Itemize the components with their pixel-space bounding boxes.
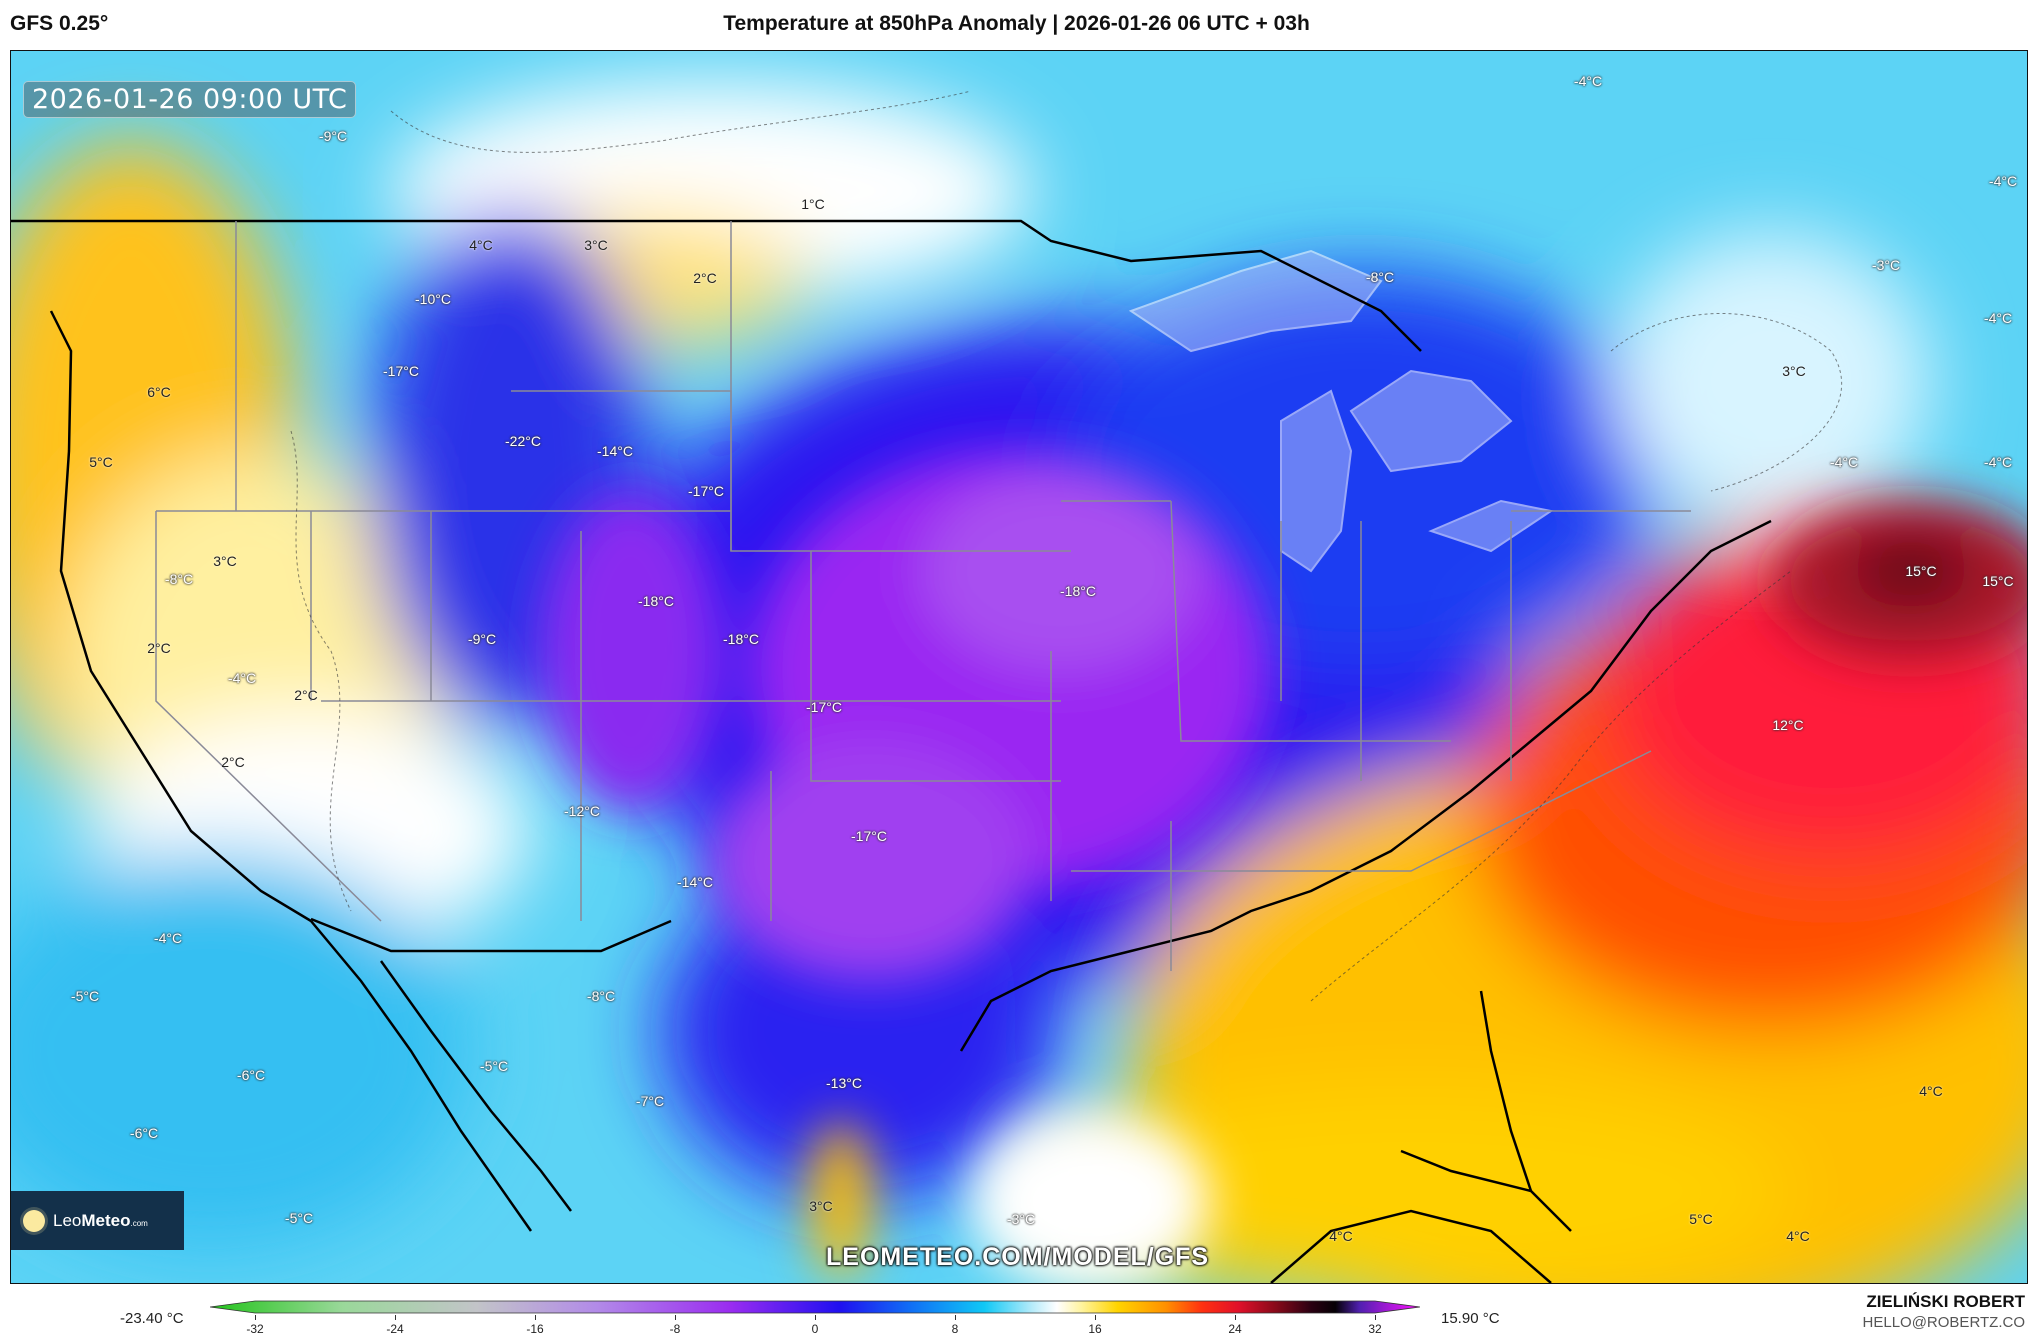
colorbar-max-label: 15.90 °C bbox=[1441, 1310, 1500, 1327]
temperature-label: -8°C bbox=[1365, 269, 1395, 285]
temperature-label: -4°C bbox=[1988, 173, 2018, 189]
temperature-label: -17°C bbox=[851, 828, 887, 844]
logo-text: LeoMeteo.com bbox=[53, 1210, 148, 1230]
temperature-label: -17°C bbox=[806, 699, 842, 715]
colorbar-tick bbox=[255, 1315, 256, 1320]
author-email[interactable]: HELLO@ROBERTZ.CO bbox=[1862, 1314, 2025, 1331]
temperature-label: 3°C bbox=[809, 1198, 833, 1214]
temperature-label: -8°C bbox=[164, 571, 194, 587]
temperature-label: 1°C bbox=[801, 196, 825, 212]
temperature-label: -9°C bbox=[318, 128, 348, 144]
temperature-label: -6°C bbox=[236, 1067, 266, 1083]
colorbar-tick bbox=[815, 1315, 816, 1320]
temperature-label: -18°C bbox=[723, 631, 759, 647]
weather-map[interactable]: 2026-01-26 09:00 UTC -9°C 1°C 4°C 3°C 2°C -10… bbox=[10, 50, 2028, 1284]
temperature-label: -4°C bbox=[153, 930, 183, 946]
author-credit: ZIELIŃSKI ROBERT HELLO@ROBERTZ.CO bbox=[1863, 1292, 2025, 1331]
temperature-field bbox=[11, 51, 2027, 1283]
colorbar-tick bbox=[395, 1315, 396, 1320]
temperature-label: -12°C bbox=[564, 803, 600, 819]
temperature-label: 2°C bbox=[147, 640, 171, 656]
colorbar-tick-label: -8 bbox=[669, 1322, 681, 1336]
source-watermark: LEOMETEO.COM/MODEL/GFS bbox=[826, 1243, 1210, 1271]
colorbar-tick-label: 0 bbox=[811, 1322, 819, 1336]
temperature-label: 3°C bbox=[1782, 363, 1806, 379]
colorbar-tick-label: -24 bbox=[386, 1322, 404, 1336]
sun-icon bbox=[23, 1209, 45, 1232]
temperature-label: 12°C bbox=[1772, 717, 1804, 733]
temperature-label: -14°C bbox=[677, 874, 713, 890]
colorbar-min-label: -23.40 °C bbox=[120, 1310, 184, 1327]
temperature-label: -22°C bbox=[505, 433, 541, 449]
temperature-label: -14°C bbox=[597, 443, 633, 459]
colorbar-tick-label: -16 bbox=[526, 1322, 544, 1336]
model-name: GFS 0.25° bbox=[10, 12, 109, 35]
temperature-label: 2°C bbox=[221, 754, 245, 770]
temperature-label: 2°C bbox=[294, 687, 318, 703]
temperature-label: -9°C bbox=[467, 631, 497, 647]
temperature-label: 4°C bbox=[1919, 1083, 1943, 1099]
temperature-label: 6°C bbox=[147, 384, 171, 400]
temperature-label: -8°C bbox=[586, 988, 616, 1004]
temperature-label: -4°C bbox=[1829, 454, 1859, 470]
temperature-label: -4°C bbox=[1573, 73, 1603, 89]
temperature-label: -3°C bbox=[1871, 257, 1901, 273]
temperature-label: -5°C bbox=[479, 1058, 509, 1074]
colorbar-tick bbox=[1375, 1315, 1376, 1320]
colorbar-tick bbox=[1095, 1315, 1096, 1320]
temperature-label: -10°C bbox=[415, 291, 451, 307]
colorbar-tick-label: -32 bbox=[246, 1322, 264, 1336]
temperature-label: -3°C bbox=[1006, 1211, 1036, 1227]
temperature-label: -6°C bbox=[129, 1125, 159, 1141]
colorbar-tick bbox=[1235, 1315, 1236, 1320]
colorbar-tick-label: 32 bbox=[1368, 1322, 1382, 1336]
temperature-label: -17°C bbox=[383, 363, 419, 379]
temperature-label: 15°C bbox=[1905, 563, 1937, 579]
colorbar-tick bbox=[535, 1315, 536, 1320]
temperature-label: -4°C bbox=[1983, 310, 2013, 326]
temperature-label: 5°C bbox=[89, 454, 113, 470]
temperature-label: -4°C bbox=[1983, 454, 2013, 470]
temperature-label: -7°C bbox=[635, 1093, 665, 1109]
temperature-label: 3°C bbox=[584, 237, 608, 253]
temperature-label: -4°C bbox=[227, 670, 257, 686]
temperature-label: 15°C bbox=[1982, 573, 2014, 589]
temperature-label: 3°C bbox=[213, 553, 237, 569]
colorbar-tick bbox=[955, 1315, 956, 1320]
colorbar-tick-label: 8 bbox=[951, 1322, 959, 1336]
temperature-label: 5°C bbox=[1689, 1211, 1713, 1227]
temperature-label: 4°C bbox=[1786, 1228, 1810, 1244]
author-name: ZIELIŃSKI ROBERT bbox=[1866, 1292, 2025, 1311]
temperature-label: -5°C bbox=[284, 1210, 314, 1226]
temperature-label: 4°C bbox=[469, 237, 493, 253]
temperature-label: 4°C bbox=[1329, 1228, 1353, 1244]
colorbar-tick bbox=[675, 1315, 676, 1320]
temperature-label: -18°C bbox=[638, 593, 674, 609]
colorbar-tick-label: 16 bbox=[1088, 1322, 1102, 1336]
temperature-label: -13°C bbox=[826, 1075, 862, 1091]
temperature-label: -17°C bbox=[688, 483, 724, 499]
temperature-label: 2°C bbox=[693, 270, 717, 286]
leometeo-logo[interactable]: LeoMeteo.com bbox=[11, 1191, 184, 1250]
chart-title: Temperature at 850hPa Anomaly | 2026-01-… bbox=[723, 12, 1310, 35]
valid-time-badge: 2026-01-26 09:00 UTC bbox=[23, 81, 357, 118]
colorbar bbox=[210, 1300, 1420, 1314]
colorbar-tick-label: 24 bbox=[1228, 1322, 1242, 1336]
temperature-label: -18°C bbox=[1060, 583, 1096, 599]
temperature-label: -5°C bbox=[70, 988, 100, 1004]
